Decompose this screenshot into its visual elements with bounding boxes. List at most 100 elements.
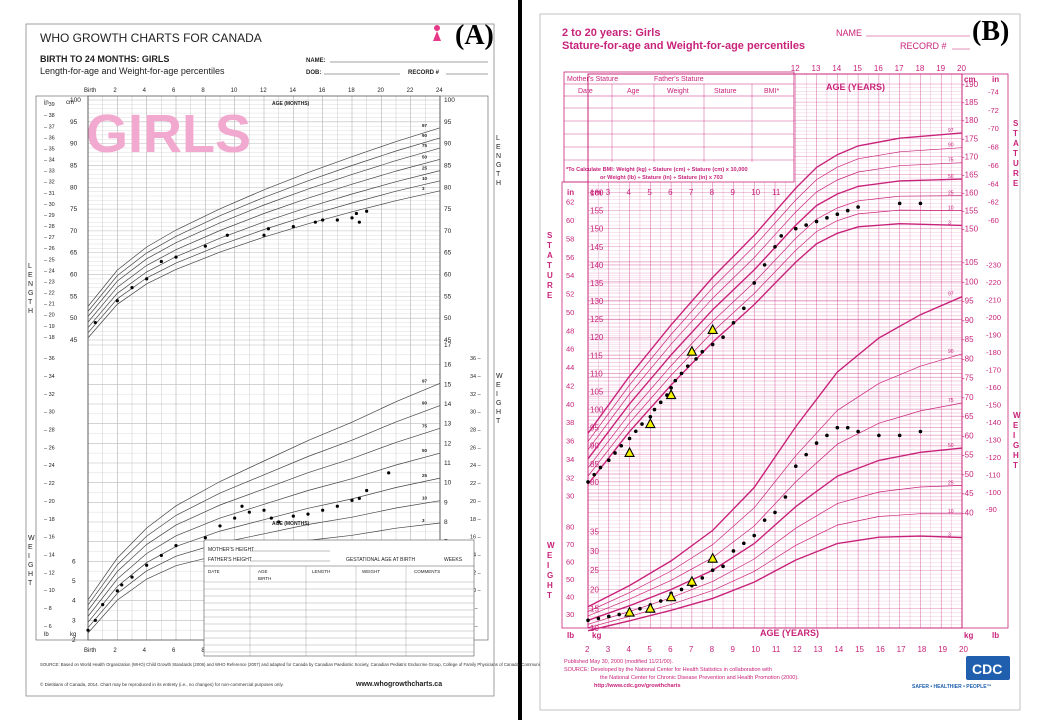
weight-side-letter-right: W [1013, 411, 1021, 420]
x-tick-bottom: 20 [959, 645, 968, 654]
stature-side-letter: A [547, 251, 553, 260]
weight-data-point [814, 441, 819, 445]
stature-in-tick: 62 [566, 198, 574, 207]
length-side-letter-right: E [496, 144, 501, 151]
x-tick-top: Birth [84, 88, 96, 94]
length-in-tick: – 22 [44, 291, 55, 297]
x-tick-top: 24 [436, 88, 443, 94]
weight-data-point [159, 553, 163, 558]
weight-data-point [277, 520, 281, 524]
stature-in-tick-right: -72 [988, 106, 999, 115]
weight-lb-tick-right: -200 [986, 313, 1001, 322]
stature-cm-tick: 155 [590, 207, 604, 216]
stature-in-tick-right: -62 [988, 198, 999, 207]
stature-in-tick-right: -70 [988, 124, 999, 133]
weight-lb-tick-right: -160 [986, 383, 1001, 392]
panel-b-age-label-top: AGE (YEARS) [826, 82, 885, 92]
stature-in-tick-right: -60 [988, 216, 999, 225]
length-in-tick: – 39 [44, 102, 55, 108]
stature-data-point [845, 208, 850, 213]
weight-side-letter: I [547, 561, 549, 570]
length-cm-tick-right: 65 [444, 250, 452, 257]
panel-b-name-label: NAME [836, 28, 862, 38]
x-tick-top: 10 [231, 88, 238, 94]
weight-data-point [897, 433, 902, 438]
lb-unit: lb [44, 632, 49, 638]
length-data-point [174, 255, 178, 259]
stature-in-tick: 44 [566, 363, 574, 372]
bmi-line1: *To Calculate BMI: Weight (kg) ÷ Stature… [566, 167, 748, 173]
stature-triangle-marker [624, 446, 635, 458]
panel-a-age-label-bottom: AGE (MONTHS) [272, 521, 310, 527]
panel-a-age-label-top: AGE (MONTHS) [272, 101, 310, 107]
weight-data-point [247, 510, 251, 514]
length-side-letter-right: G [496, 162, 501, 169]
weight-lb-tick-right: -110 [986, 470, 1000, 479]
stature-cm-tick: 115 [590, 351, 603, 360]
weight-data-point [679, 587, 684, 592]
weight-lb-tick-right: -100 [986, 488, 1001, 497]
weight-percentile-curve [587, 296, 963, 608]
mother-height-label: MOTHER'S HEIGHT [208, 547, 254, 553]
length-data-point [350, 216, 354, 220]
weight-data-point [856, 429, 860, 434]
panel-a-label: (A) [455, 20, 494, 51]
stature-data-point [721, 335, 725, 340]
weight-data-point [762, 518, 767, 522]
weight-lb-tick-right: 36 – [470, 356, 482, 362]
x-tick-top: 12 [260, 88, 267, 94]
weight-data-point [731, 549, 736, 553]
weight-kg-tick-right: -85 [962, 335, 974, 344]
weight-data-point [773, 510, 777, 515]
panel-a-copyright: © Dietitians of Canada, 2014. Chart may … [40, 681, 284, 687]
stature-data-point [627, 436, 632, 441]
weight-lb-tick-right: 20 – [470, 499, 482, 505]
length-data-point [130, 286, 134, 290]
weight-kg-tick: 25 [590, 566, 599, 575]
x-tick-bottom: 19 [938, 645, 947, 654]
x-tick-bottom: 17 [897, 645, 906, 654]
length-percentile-curve [87, 137, 441, 312]
length-data-point [357, 220, 361, 224]
stature-cm-tick: 80 [590, 478, 599, 487]
panel-a-url[interactable]: www.whogrowthcharts.ca [355, 681, 442, 688]
stature-percentile-label: 75 [948, 158, 954, 164]
x-tick-top: 12 [791, 64, 800, 73]
x-tick-bottom: 10 [751, 645, 760, 654]
weight-lb-tick-right: 28 – [470, 428, 482, 434]
stature-data-point [652, 407, 657, 412]
length-cm-tick-right: 95 [444, 119, 452, 126]
length-cm-tick: 75 [70, 206, 78, 213]
panel-b-url[interactable]: http://www.cdc.gov/growthcharts [594, 683, 681, 689]
weight-percentile-curve [587, 353, 963, 612]
weight-kg-tick: 15 [590, 605, 599, 614]
weight-kg-tick-right: -55 [962, 451, 974, 460]
stature-in-tick: 48 [566, 326, 574, 335]
weight-lb-tick: – 32 [44, 392, 55, 398]
stature-cm-tick: 90 [590, 442, 599, 451]
in-unit: in [44, 100, 49, 106]
length-in-tick: – 21 [44, 302, 55, 308]
x-tick-top: 8 [201, 88, 205, 94]
weight-percentile-label: 75 [948, 398, 954, 404]
table-birth-row: BIRTH [258, 576, 271, 581]
stature-in-tick: 36 [566, 437, 574, 446]
panel-a-watermark: GIRLS [86, 104, 251, 164]
weight-triangle-marker [686, 575, 698, 586]
stature-cm-tick: 160 [590, 189, 604, 198]
weight-kg-tick-right: -80 [962, 354, 974, 363]
length-cm-tick: 90 [70, 141, 78, 148]
weight-data-point [721, 564, 725, 569]
length-in-tick: – 25 [44, 257, 55, 263]
weight-triangle-marker [644, 602, 656, 613]
weight-lb-tick: – 28 [44, 428, 55, 434]
length-in-tick: – 32 [44, 180, 55, 186]
stature-data-point [762, 263, 767, 267]
length-data-point [225, 233, 229, 237]
weight-kg-tick-right: -90 [962, 316, 974, 325]
stature-data-point [918, 201, 923, 206]
length-cm-tick: 80 [70, 184, 78, 191]
weight-lb-tick: 40 [566, 593, 574, 602]
b-table-age: Age [627, 88, 640, 95]
length-side-letter: G [28, 290, 33, 297]
